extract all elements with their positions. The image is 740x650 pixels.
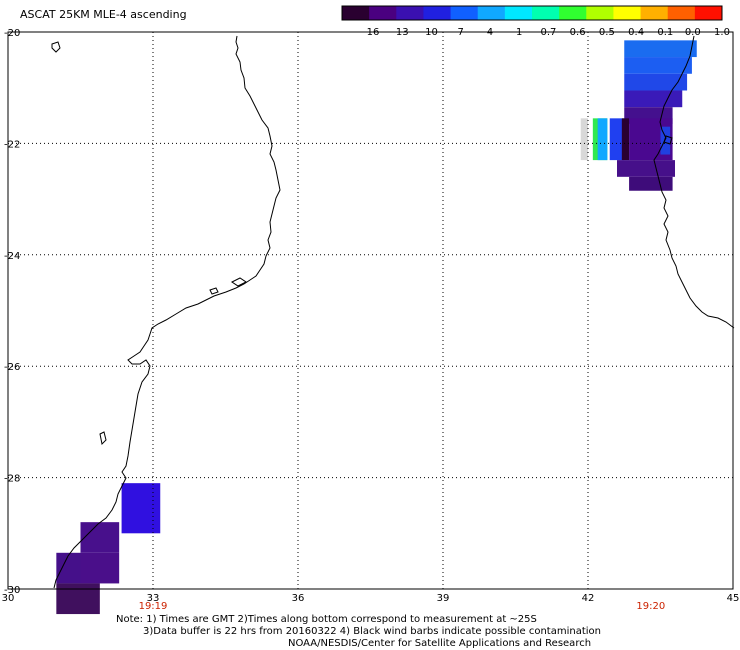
color-bar-segment [423, 6, 452, 20]
wind-cell [609, 118, 625, 161]
wind-cell [56, 552, 81, 584]
color-bar-segment [369, 6, 397, 20]
time-label: 19:19 [139, 601, 168, 612]
island-coastline [51, 41, 61, 53]
mozambique-coastline [53, 35, 281, 589]
latitude-label: -24 [4, 251, 20, 262]
time-label: 19:20 [636, 601, 665, 612]
latitude-tick-labels: -20 -22 -24 -26 -28 -30 [4, 28, 20, 596]
island-coastline [209, 287, 219, 295]
latitude-label: -30 [4, 585, 20, 596]
wind-cell [660, 126, 671, 155]
longitude-label: 45 [727, 593, 740, 604]
island-coastline [231, 277, 247, 287]
island-coastline [663, 135, 673, 145]
color-bar-segment [532, 6, 560, 20]
wind-cell [80, 522, 120, 553]
color-bar-segment [477, 6, 506, 20]
wind-cell [121, 483, 161, 534]
wind-cell [617, 160, 675, 177]
wind-cell [624, 40, 697, 58]
longitude-label: 36 [292, 593, 305, 604]
longitude-label: 30 [2, 593, 15, 604]
wind-cell [80, 552, 120, 584]
map-title: ASCAT 25KM MLE-4 ascending [20, 8, 187, 21]
color-bar [341, 5, 723, 21]
latitude-label: -20 [4, 28, 20, 39]
wind-cell [621, 118, 630, 161]
color-bar-segment [694, 6, 723, 20]
wind-cell [56, 583, 100, 615]
longitude-label: 42 [582, 593, 595, 604]
wind-cell [580, 118, 588, 161]
color-bar-segment [342, 6, 370, 20]
longitude-label: 33 [147, 593, 160, 604]
color-bar-segment [559, 6, 587, 20]
note-line-3: NOAA/NESDIS/Center for Satellite Applica… [288, 638, 592, 649]
color-bar-segment [613, 6, 642, 20]
longitude-tick-labels: 30 33 36 39 42 45 [2, 593, 740, 604]
color-bar-segment [640, 6, 669, 20]
note-line-1: Note: 1) Times are GMT 2)Times along bot… [116, 614, 537, 625]
longitude-label: 39 [437, 593, 450, 604]
plot-frame [7, 31, 734, 590]
latitude-label: -28 [4, 474, 20, 485]
coastline [51, 35, 735, 589]
color-bar-segment [450, 6, 479, 20]
color-bar-segment [586, 6, 614, 20]
latitude-label: -22 [4, 139, 20, 150]
wind-cell [624, 90, 683, 108]
wind-cell [597, 118, 608, 161]
latitude-label: -26 [4, 362, 20, 373]
color-bar-segment [504, 6, 533, 20]
color-bar-segment [396, 6, 424, 20]
wind-cell [624, 73, 688, 91]
madagascar-coastline [653, 35, 735, 329]
island-coastline [99, 431, 107, 446]
wind-cell [629, 176, 673, 191]
color-bar-border [341, 5, 723, 21]
color-bar-segment [667, 6, 696, 20]
time-labels: 19:19 19:20 [139, 601, 666, 612]
note-line-2: 3)Data buffer is 22 hrs from 20160322 4)… [143, 626, 601, 637]
wind-cell [624, 57, 692, 74]
